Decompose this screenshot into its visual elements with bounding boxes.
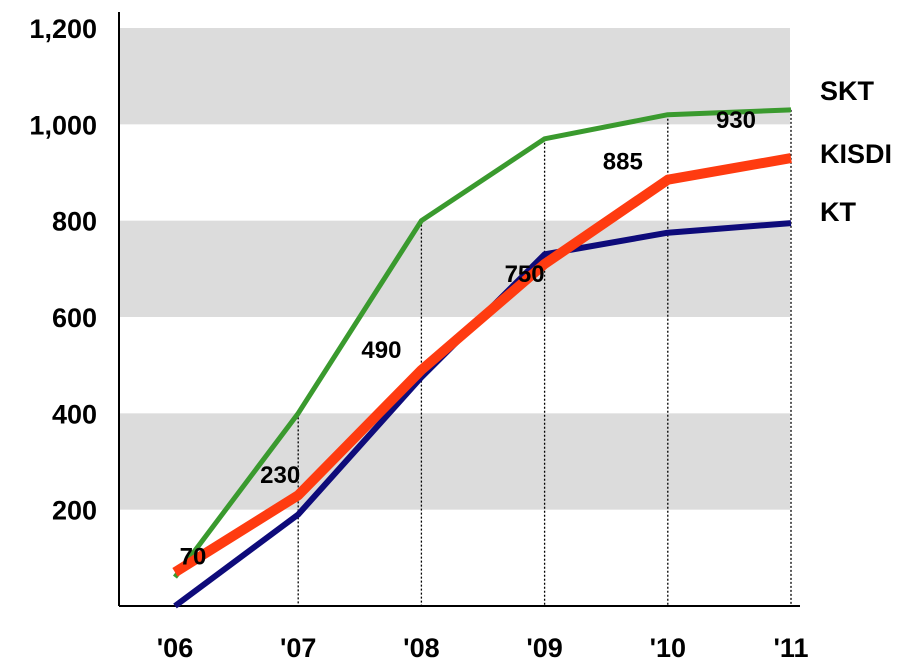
x-tick-label: '11 xyxy=(774,633,809,663)
legend-label-kt: KT xyxy=(820,197,856,227)
series-line-skt xyxy=(173,107,792,579)
y-tick-label: 1,200 xyxy=(29,14,97,44)
y-tick-label: 800 xyxy=(52,207,97,237)
x-tick-label: '08 xyxy=(403,633,439,663)
data-label: 70 xyxy=(180,543,207,570)
grid-band-3 xyxy=(119,28,790,125)
x-tick-label: '10 xyxy=(650,633,686,663)
series-line-kisdi xyxy=(172,153,792,577)
x-tick-label: '09 xyxy=(526,633,562,663)
y-tick-label: 1,000 xyxy=(29,110,97,140)
x-tick-label: '07 xyxy=(280,633,316,663)
y-tick-label: 600 xyxy=(52,303,97,333)
grid-band-2 xyxy=(119,220,790,317)
data-label: 930 xyxy=(716,107,756,134)
data-label: 490 xyxy=(361,337,401,364)
y-tick-label: 200 xyxy=(52,496,97,526)
grid-band-1 xyxy=(119,413,790,510)
x-tick-label: '06 xyxy=(157,633,193,663)
legend-label-kisdi: KISDI xyxy=(820,139,892,169)
data-label: 230 xyxy=(260,462,300,489)
y-tick-label: 400 xyxy=(52,399,97,429)
data-label: 885 xyxy=(603,149,643,176)
legend-label-skt: SKT xyxy=(820,76,875,106)
data-label: 750 xyxy=(505,261,545,288)
